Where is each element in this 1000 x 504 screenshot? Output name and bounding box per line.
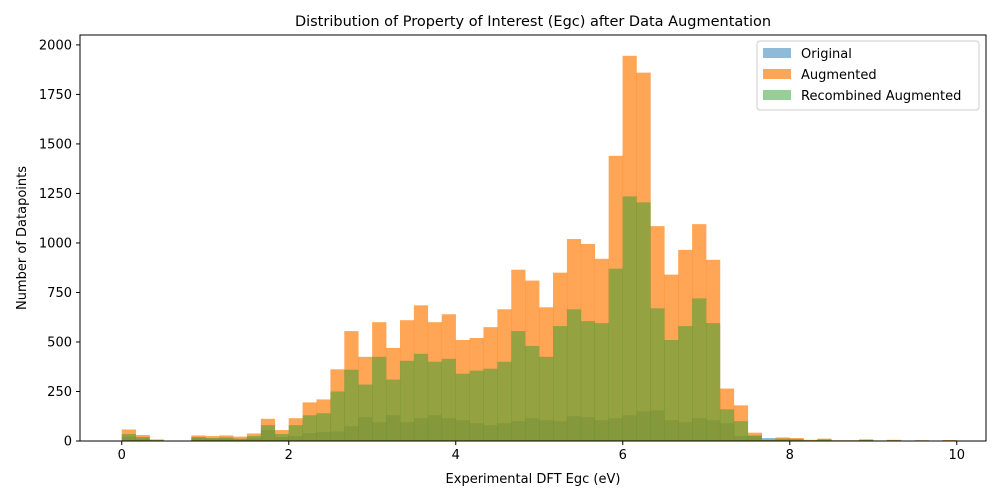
bar bbox=[219, 437, 233, 441]
y-tick-label: 2000 bbox=[39, 38, 72, 53]
y-tick-label: 750 bbox=[47, 286, 72, 301]
bar bbox=[247, 436, 261, 441]
bar bbox=[414, 354, 428, 441]
x-tick-label: 10 bbox=[949, 448, 966, 463]
bar bbox=[623, 196, 637, 441]
y-tick-label: 500 bbox=[47, 335, 72, 350]
bar bbox=[511, 331, 525, 441]
bar bbox=[692, 298, 706, 441]
bar bbox=[664, 340, 678, 441]
bar bbox=[720, 409, 734, 441]
bar bbox=[567, 309, 581, 441]
x-tick-label: 8 bbox=[786, 448, 794, 463]
legend-swatch bbox=[763, 90, 791, 100]
bar bbox=[122, 434, 136, 441]
bar bbox=[303, 415, 317, 441]
y-tick-label: 1750 bbox=[39, 88, 72, 103]
bar bbox=[678, 326, 692, 441]
bar bbox=[428, 362, 442, 441]
y-tick-label: 250 bbox=[47, 385, 72, 400]
y-axis: 0 250 500 750 1000 1250 1500 1750 2000 bbox=[39, 38, 80, 449]
legend-label: Recombined Augmented bbox=[801, 89, 961, 104]
bar bbox=[400, 361, 414, 441]
bar bbox=[706, 323, 720, 441]
bar bbox=[289, 425, 303, 441]
x-tick-label: 4 bbox=[452, 448, 460, 463]
bar bbox=[317, 413, 331, 441]
y-axis-label: Number of Datapoints bbox=[15, 166, 30, 310]
bar bbox=[470, 371, 484, 441]
bar bbox=[539, 357, 553, 441]
bar bbox=[734, 421, 748, 441]
bar bbox=[595, 323, 609, 441]
bar bbox=[525, 346, 539, 441]
bar bbox=[275, 434, 289, 441]
x-tick-label: 0 bbox=[118, 448, 126, 463]
bar bbox=[456, 374, 470, 441]
bar bbox=[191, 437, 205, 441]
bar bbox=[372, 357, 386, 441]
chart-title: Distribution of Property of Interest (Eg… bbox=[295, 14, 771, 30]
y-tick-label: 1000 bbox=[39, 236, 72, 251]
bar bbox=[581, 321, 595, 441]
bar bbox=[650, 308, 664, 441]
bar bbox=[136, 437, 150, 441]
bar bbox=[386, 380, 400, 441]
bar bbox=[553, 326, 567, 441]
y-tick-label: 0 bbox=[64, 435, 72, 450]
bar bbox=[442, 359, 456, 441]
legend-label: Augmented bbox=[801, 68, 877, 83]
y-tick-label: 1250 bbox=[39, 187, 72, 202]
legend-swatch bbox=[763, 69, 791, 79]
bar bbox=[358, 385, 372, 441]
bar bbox=[636, 202, 650, 441]
legend-swatch bbox=[763, 48, 791, 58]
bar bbox=[483, 369, 497, 441]
bars-layer bbox=[122, 56, 957, 441]
bar bbox=[497, 362, 511, 441]
y-tick-label: 1500 bbox=[39, 137, 72, 152]
bar bbox=[330, 391, 344, 441]
bar bbox=[261, 425, 275, 441]
x-axis: 0 2 4 6 8 10 bbox=[118, 441, 965, 463]
legend-label: Original bbox=[801, 47, 852, 62]
legend: Original Augmented Recombined Augmented bbox=[757, 41, 979, 110]
x-tick-label: 6 bbox=[619, 448, 627, 463]
bar bbox=[609, 269, 623, 441]
x-tick-label: 2 bbox=[285, 448, 293, 463]
bar bbox=[344, 370, 358, 441]
bar bbox=[748, 436, 762, 441]
x-axis-label: Experimental DFT Egc (eV) bbox=[446, 472, 621, 487]
